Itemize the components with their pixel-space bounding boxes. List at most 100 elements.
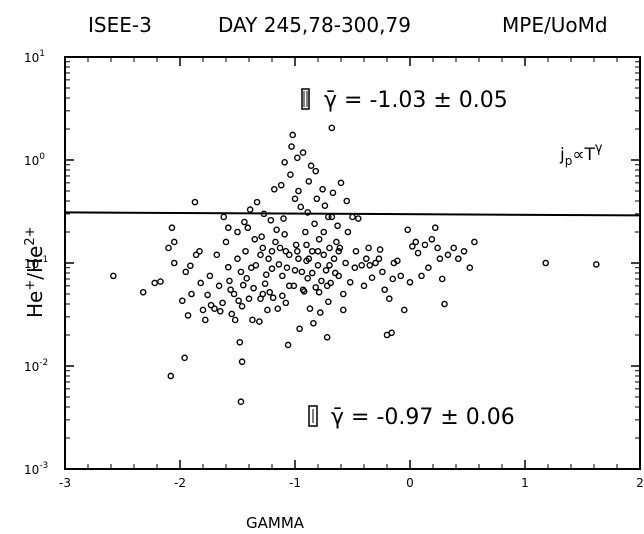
data-point — [182, 268, 190, 276]
data-point — [408, 243, 416, 250]
upper-gamma-text: γ̄ = -1.03 ± 0.05 — [324, 88, 508, 113]
data-point — [188, 290, 195, 298]
data-point — [352, 247, 360, 255]
data-point — [237, 398, 245, 406]
data-point — [305, 178, 313, 185]
data-point — [266, 288, 274, 296]
data-point — [236, 338, 244, 346]
data-point — [307, 162, 315, 170]
data-point — [227, 286, 234, 294]
data-point — [394, 257, 401, 265]
data-point — [241, 218, 248, 226]
data-point — [281, 158, 288, 166]
data-point — [228, 310, 236, 318]
data-point — [292, 241, 300, 249]
data-point — [168, 224, 176, 232]
data-point — [311, 220, 318, 228]
data-point — [431, 224, 439, 232]
data-point — [279, 292, 286, 300]
data-point — [400, 306, 408, 314]
data-point — [291, 195, 299, 203]
data-point — [454, 255, 462, 263]
data-point — [593, 261, 600, 268]
x-tick-label: -2 — [174, 476, 186, 490]
data-point — [289, 131, 297, 139]
data-point — [336, 244, 344, 252]
data-point — [323, 333, 331, 341]
data-point — [226, 277, 233, 285]
data-point — [245, 295, 253, 303]
data-point — [238, 302, 246, 310]
data-point — [247, 264, 255, 272]
institute-label: MPE/UoMd — [502, 13, 608, 37]
data-point — [471, 238, 478, 246]
data-point — [167, 372, 175, 380]
data-point — [216, 307, 224, 315]
data-point — [343, 197, 351, 205]
data-point — [253, 198, 261, 206]
data-point — [368, 274, 376, 281]
y-tick-label: 100 — [24, 152, 45, 168]
data-point — [291, 266, 299, 274]
x-tick-label: 2 — [636, 476, 644, 490]
data-point — [187, 262, 194, 270]
data-point — [257, 251, 264, 259]
data-point — [267, 216, 275, 224]
data-point — [264, 306, 271, 314]
y-axis-label: He+/He2+ — [23, 226, 47, 318]
data-point — [376, 246, 384, 253]
data-point — [303, 241, 310, 249]
data-point — [258, 233, 265, 241]
data-point — [243, 275, 250, 282]
data-point — [284, 341, 292, 349]
data-point — [235, 297, 242, 305]
data-point — [181, 354, 188, 362]
data-point — [270, 185, 278, 193]
data-point — [273, 226, 280, 234]
data-point — [333, 238, 340, 246]
data-point — [306, 305, 314, 313]
data-point — [425, 264, 432, 272]
data-point — [316, 309, 324, 316]
data-point — [139, 288, 147, 296]
data-point — [268, 265, 276, 273]
relation-p: p — [565, 154, 573, 168]
data-point — [206, 272, 214, 280]
data-point — [322, 266, 330, 274]
relation-prop: ∝ — [572, 145, 584, 165]
x-tick-label: 1 — [521, 476, 529, 490]
period-label: DAY 245,78-300,79 — [218, 13, 411, 37]
data-point — [191, 198, 199, 206]
data-point — [421, 241, 429, 249]
spacecraft-label: ISEE-3 — [88, 13, 152, 37]
data-point — [283, 264, 291, 272]
x-tick-label: -1 — [289, 476, 301, 490]
data-point — [335, 247, 343, 255]
data-point — [224, 263, 232, 271]
data-point — [299, 149, 307, 156]
data-point — [342, 259, 349, 267]
data-point — [219, 299, 226, 307]
data-point — [366, 261, 374, 269]
data-point — [360, 282, 368, 290]
data-point — [365, 244, 372, 252]
data-point — [298, 268, 306, 276]
data-point — [293, 247, 301, 255]
lower-gamma-text: γ̄ = -0.97 ± 0.06 — [331, 405, 515, 430]
data-point — [389, 275, 397, 283]
data-point — [224, 224, 232, 232]
data-point — [310, 319, 317, 327]
data-point — [197, 279, 204, 287]
relation-formula: jp∝Tγ — [559, 141, 603, 168]
data-point — [231, 316, 239, 324]
x-axis-ticks: -3 -2 -1 0 1 2 — [59, 57, 644, 490]
filled-bar-symbol — [301, 88, 310, 110]
data-point — [250, 284, 257, 292]
data-points — [110, 124, 600, 406]
data-point — [339, 306, 347, 314]
data-point — [296, 325, 303, 333]
data-point — [436, 255, 444, 263]
y-tick-label: 10-3 — [24, 461, 48, 477]
data-point — [328, 124, 336, 132]
data-point — [170, 238, 178, 246]
